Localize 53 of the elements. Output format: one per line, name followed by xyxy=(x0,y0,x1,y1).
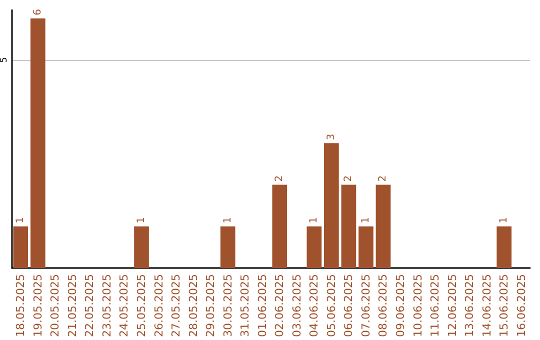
data-label: 1 xyxy=(498,217,510,224)
x-tick-label: 24.05.2025 xyxy=(118,274,131,338)
data-label: 1 xyxy=(360,217,372,224)
x-tick-label: 08.06.2025 xyxy=(376,274,390,338)
x-tick-label: 21.05.2025 xyxy=(66,274,79,338)
x-tick-label: 12.06.2025 xyxy=(446,274,459,338)
bar xyxy=(13,226,28,268)
bar xyxy=(272,184,288,268)
x-tick-label: 22.05.2025 xyxy=(83,274,96,338)
x-tick-label: 28.05.2025 xyxy=(186,274,200,338)
x-tick-label: 06.06.2025 xyxy=(342,274,356,338)
data-label: 1 xyxy=(15,217,26,224)
x-tick-label: 30.05.2025 xyxy=(221,274,234,338)
bar xyxy=(30,18,46,268)
x-tick-label: 16.06.2025 xyxy=(514,274,528,338)
bar xyxy=(496,226,512,268)
x-tick-label: 19.05.2025 xyxy=(31,274,44,338)
bar xyxy=(220,226,236,268)
x-tick-label: 14.06.2025 xyxy=(480,274,494,338)
bar xyxy=(134,226,149,268)
data-label: 1 xyxy=(136,217,147,224)
x-tick-label: 23.05.2025 xyxy=(100,274,114,338)
x-tick-label: 10.06.2025 xyxy=(411,274,424,338)
x-tick-label: 13.06.2025 xyxy=(463,274,476,338)
x-tick-label: 03.06.2025 xyxy=(290,274,304,338)
x-tick-label: 26.05.2025 xyxy=(152,274,166,338)
x-tick-label: 09.06.2025 xyxy=(394,274,407,338)
data-label: 1 xyxy=(222,217,234,224)
bar xyxy=(324,143,339,268)
data-label: 2 xyxy=(274,175,286,182)
data-label: 1 xyxy=(308,217,320,224)
x-tick-label: 20.05.2025 xyxy=(48,274,62,338)
y-tick-label: 5 xyxy=(0,57,10,63)
x-tick-label: 04.06.2025 xyxy=(308,274,321,338)
bar xyxy=(306,226,322,268)
x-tick-label: 18.05.2025 xyxy=(14,274,28,338)
data-label: 6 xyxy=(32,8,44,16)
data-label: 3 xyxy=(326,134,337,140)
bar xyxy=(341,184,356,268)
data-label: 2 xyxy=(378,175,389,182)
x-tick-label: 02.06.2025 xyxy=(273,274,286,338)
x-tick-label: 27.05.2025 xyxy=(170,274,183,338)
x-tick-label: 11.06.2025 xyxy=(428,274,442,338)
x-tick-label: 07.06.2025 xyxy=(359,274,372,338)
data-label: 2 xyxy=(343,175,354,182)
bar xyxy=(358,226,374,268)
x-tick-label: 31.05.2025 xyxy=(238,274,252,338)
x-tick-label: 29.05.2025 xyxy=(204,274,218,338)
x-tick-label: 05.06.2025 xyxy=(324,274,338,338)
x-tick-label: 15.06.2025 xyxy=(498,274,511,338)
x-tick-label: 01.06.2025 xyxy=(256,274,269,338)
x-tick-label: 25.05.2025 xyxy=(135,274,148,338)
bar xyxy=(376,184,391,268)
